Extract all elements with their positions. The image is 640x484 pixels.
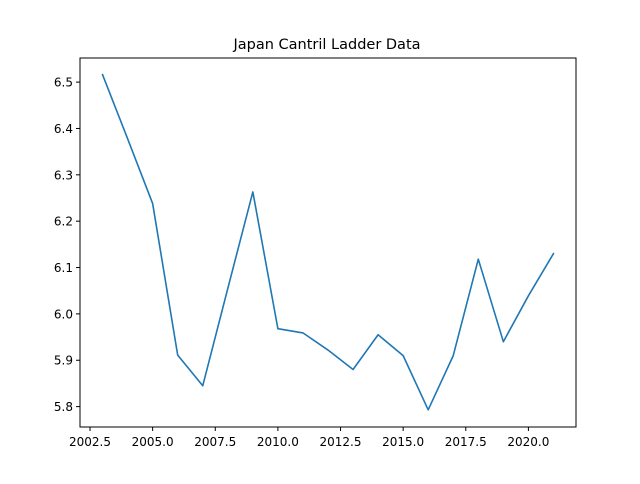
data-point	[227, 288, 229, 290]
x-tick-label: 2012.5	[320, 435, 362, 449]
data-point	[452, 355, 454, 357]
data-point	[127, 138, 129, 140]
data-point	[102, 74, 104, 76]
data-point	[528, 295, 530, 297]
data-point	[177, 354, 179, 356]
x-tick-label: 2017.5	[445, 435, 487, 449]
x-tick-label: 2002.5	[69, 435, 111, 449]
y-tick-label: 5.8	[54, 400, 73, 414]
y-tick-label: 6.5	[54, 76, 73, 90]
y-tick-label: 5.9	[54, 354, 73, 368]
data-point	[252, 191, 254, 193]
data-point	[352, 369, 354, 371]
plot-frame	[79, 57, 577, 428]
x-axis: 2002.5 2005.0 2007.5 2010.0 2012.5 2015.0 2017…	[69, 427, 549, 449]
data-point	[553, 253, 555, 255]
x-tick-label: 2007.5	[194, 435, 236, 449]
data-point	[277, 328, 279, 330]
series-line	[101, 73, 555, 411]
data-point	[478, 258, 480, 260]
data-point	[503, 341, 505, 343]
x-tick-label: 2015.0	[382, 435, 424, 449]
data-point	[302, 332, 304, 334]
y-tick-label: 6.4	[54, 122, 73, 136]
y-tick-label: 6.3	[54, 168, 73, 182]
data-point	[152, 203, 154, 205]
x-tick-label: 2005.0	[132, 435, 174, 449]
data-point	[427, 409, 429, 411]
data-point	[202, 385, 204, 387]
series-group	[101, 73, 555, 411]
y-tick-label: 6.1	[54, 261, 73, 275]
y-tick-label: 6.2	[54, 215, 73, 229]
x-tick-label: 2010.0	[257, 435, 299, 449]
data-point	[327, 349, 329, 351]
chart-title: Japan Cantril Ladder Data	[232, 37, 420, 53]
data-point	[402, 355, 404, 357]
x-tick-label: 2020.0	[507, 435, 549, 449]
data-point	[377, 334, 379, 336]
y-axis: 5.8 5.9 6.0 6.1 6.2 6.3 6.4 6.5	[54, 76, 80, 414]
y-tick-label: 6.0	[54, 307, 73, 321]
